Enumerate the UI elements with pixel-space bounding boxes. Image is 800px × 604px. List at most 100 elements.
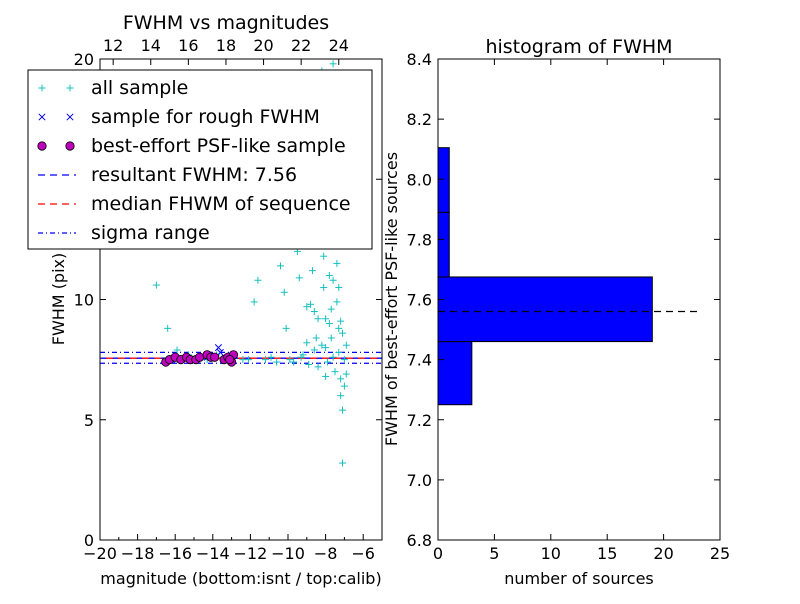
all-sample-point bbox=[312, 334, 320, 342]
histogram-bar bbox=[437, 147, 450, 213]
legend-label-sigma: sigma range bbox=[91, 222, 210, 244]
scatter-top-tick-label: 14 bbox=[141, 36, 161, 55]
scatter-top-tick-label: 16 bbox=[178, 36, 198, 55]
legend-marker-psf-sample bbox=[65, 141, 75, 151]
histogram-y-tick-label: 8.0 bbox=[407, 170, 432, 189]
all-sample-point bbox=[303, 303, 311, 311]
all-sample-point bbox=[164, 324, 172, 332]
legend-marker-rough-sample-b bbox=[66, 113, 74, 121]
psf-sample-point bbox=[195, 352, 205, 362]
scatter-y-tick-label: 10 bbox=[74, 291, 94, 310]
all-sample-point bbox=[322, 372, 330, 380]
all-sample-point bbox=[152, 281, 160, 289]
legend-marker-rough-sample-b bbox=[38, 113, 46, 121]
histogram-x-axis-label: number of sources bbox=[504, 569, 654, 588]
all-sample-point bbox=[329, 276, 337, 284]
all-sample-point bbox=[333, 298, 341, 306]
all-sample-point bbox=[267, 353, 275, 361]
all-sample-point bbox=[254, 276, 262, 284]
legend-marker-psf-sample bbox=[37, 141, 47, 151]
histogram-bar bbox=[437, 341, 473, 406]
histogram-x-tick-label: 25 bbox=[710, 544, 730, 563]
legend-label-all-sample: all sample bbox=[91, 77, 188, 99]
all-sample-point bbox=[261, 356, 269, 364]
all-sample-point bbox=[329, 353, 337, 361]
all-sample-point bbox=[339, 459, 347, 467]
histogram-y-axis-label: FWHM of best-effort PSF-like sources bbox=[382, 152, 401, 446]
legend-marker-rough-sample bbox=[38, 113, 46, 121]
all-sample-point bbox=[276, 262, 284, 270]
histogram-bar bbox=[437, 276, 653, 343]
all-sample-point bbox=[323, 358, 331, 366]
all-sample-point bbox=[250, 298, 258, 306]
all-sample-point bbox=[325, 320, 333, 328]
all-sample-point bbox=[329, 60, 337, 68]
scatter-legend: all sample sample for rough FWHM best-ef… bbox=[27, 69, 373, 250]
all-sample-point bbox=[305, 360, 313, 368]
scatter-y-tick-label: 0 bbox=[84, 531, 94, 550]
all-sample-point bbox=[310, 346, 318, 354]
all-sample-point bbox=[307, 300, 315, 308]
all-sample-point bbox=[314, 363, 322, 371]
all-sample-point bbox=[342, 370, 350, 378]
legend-markers bbox=[37, 84, 76, 234]
scatter-y-axis-label: FWHM (pix) bbox=[49, 253, 68, 346]
histogram-title: histogram of FWHM bbox=[485, 36, 672, 58]
scatter-y-tick-label: 20 bbox=[74, 50, 94, 69]
histogram-bar bbox=[437, 211, 450, 278]
all-sample-point bbox=[310, 308, 318, 316]
histogram-y-tick-label: 7.4 bbox=[407, 351, 432, 370]
psf-sample-point bbox=[210, 352, 220, 362]
all-sample-point bbox=[331, 368, 339, 376]
scatter-top-tick-label: 24 bbox=[329, 36, 349, 55]
all-sample-point bbox=[322, 315, 330, 323]
all-sample-point bbox=[337, 375, 345, 383]
scatter-frame bbox=[99, 58, 383, 541]
histogram-y-tick-label: 8.4 bbox=[407, 50, 432, 69]
all-sample-point bbox=[295, 274, 303, 282]
rough-sample-point-b bbox=[214, 344, 222, 352]
histogram-y-tick-label: 8.2 bbox=[407, 110, 432, 129]
scatter-top-tick-label: 20 bbox=[253, 36, 273, 55]
all-sample-point bbox=[337, 317, 345, 325]
histogram-chart: histogram of FWHM 0 5 10 15 20 25 6.8 7.0 7.2 7.4… bbox=[382, 36, 730, 588]
all-sample-point bbox=[318, 341, 326, 349]
legend-box bbox=[27, 69, 373, 250]
scatter-top-tick-label: 18 bbox=[216, 36, 236, 55]
scatter-x-tick-label: −10 bbox=[271, 544, 305, 563]
histogram-y-tick-label: 7.2 bbox=[407, 411, 432, 430]
rough-sample-point bbox=[214, 344, 222, 352]
all-sample-point bbox=[335, 324, 343, 332]
all-sample-point bbox=[339, 406, 347, 414]
psf-sample-point bbox=[225, 355, 235, 365]
histogram-x-tick-label: 5 bbox=[489, 544, 499, 563]
legend-marker-all-sample bbox=[38, 84, 46, 92]
scatter-x-axis-label: magnitude (bottom:isnt / top:calib) bbox=[100, 569, 381, 588]
scatter-chart-title: FWHM vs magnitudes bbox=[123, 12, 329, 34]
all-sample-point bbox=[173, 346, 181, 354]
all-sample-point bbox=[303, 339, 311, 347]
histogram-y-tick-label: 7.6 bbox=[407, 291, 432, 310]
all-sample-point bbox=[335, 348, 343, 356]
legend-marker-all-sample bbox=[66, 84, 74, 92]
scatter-ticks: −20−18−16−14−12−10−8−6051015201214161820… bbox=[74, 36, 383, 563]
all-sample-point bbox=[325, 271, 333, 279]
histogram-y-tick-label: 7.0 bbox=[407, 471, 432, 490]
all-sample-point bbox=[333, 259, 341, 267]
all-sample-point bbox=[245, 356, 253, 364]
scatter-top-tick-label: 22 bbox=[291, 36, 311, 55]
legend-label-psf-sample: best-effort PSF-like sample bbox=[91, 135, 346, 157]
histogram-x-tick-label: 20 bbox=[653, 544, 673, 563]
all-sample-point bbox=[308, 267, 316, 275]
histogram-ticks: 0 5 10 15 20 25 6.8 7.0 7.2 7.4 7.6 7.8 8.0 8.2 8.4 bbox=[407, 50, 731, 563]
all-sample-point bbox=[280, 288, 288, 296]
histogram-y-tick-label: 7.8 bbox=[407, 230, 432, 249]
histogram-frame bbox=[437, 58, 721, 541]
all-sample-point bbox=[320, 283, 328, 291]
legend-label-rough-sample: sample for rough FWHM bbox=[91, 106, 320, 128]
scatter-x-tick-label: −12 bbox=[234, 544, 268, 563]
histogram-plot-area bbox=[437, 147, 698, 406]
all-sample-point bbox=[340, 356, 348, 364]
all-sample-point bbox=[273, 358, 281, 366]
